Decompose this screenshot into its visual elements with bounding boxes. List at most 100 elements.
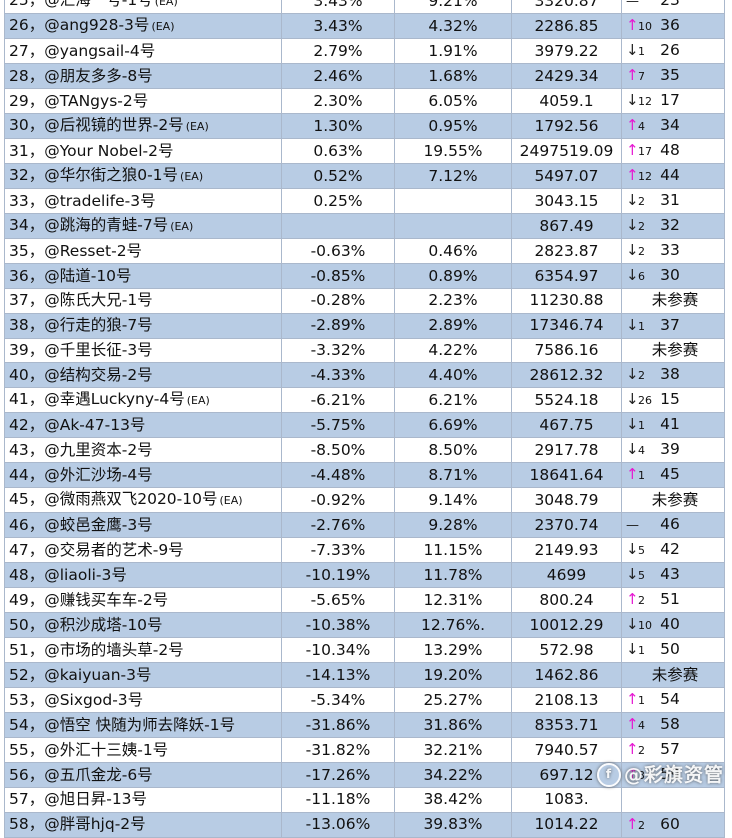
table-row: 35，@Resset-2号 -0.63% 0.46% 2823.87 ↓2 33 <box>4 238 725 264</box>
table-row: 45，@微雨燕双飞2020-10号 (EA) -0.92% 9.14% 3048.79 未… <box>4 487 725 514</box>
value-cell: 1083. <box>511 787 622 813</box>
rank-change-amount: 10 <box>638 619 652 633</box>
arrow-up-icon: ↑ <box>626 116 639 134</box>
previous-rank: 43 <box>660 565 680 584</box>
participant-cell: 25，@汇海一号-1号 (EA) <box>4 0 282 14</box>
previous-rank: 31 <box>660 191 680 209</box>
return-cell: 0.52% <box>281 163 395 189</box>
arrow-down-icon: ↓ <box>626 540 639 559</box>
rank-change-cell: ↓1 37 <box>621 312 725 339</box>
participant-cell: 44，@外汇沙场-4号 <box>4 462 282 489</box>
ranking-table-body: 25，@汇海一号-1号 (EA) 3.43% 9.21% 3320.87—23 26，@a… <box>4 0 725 838</box>
rank-change-cell: ↓2 38 <box>621 362 725 389</box>
participant-name: 32，@华尔街之狼0-1号 <box>9 166 179 184</box>
table-row: 41，@幸遇Luckyny-4号 (EA) -6.21% 6.21% 5524.18 ↓2… <box>4 387 725 414</box>
participant-name: 35，@Resset-2号 <box>9 241 143 260</box>
participant-cell: 34，@跳海的青蛙-7号 (EA) <box>4 213 282 239</box>
value-cell: 867.49 <box>511 213 622 239</box>
previous-rank: 34 <box>660 116 680 134</box>
participant-cell: 28，@朋友多多-8号 <box>4 63 282 89</box>
participant-name: 28，@朋友多多-8号 <box>9 66 153 85</box>
table-row: 49，@赚钱买车车-2号 -5.65% 12.31% 800.24 ↑2 51 <box>4 587 725 614</box>
participant-name: 58，@胖哥hjq-2号 <box>9 815 146 834</box>
drawdown-cell: 9.21% <box>394 0 512 14</box>
participant-cell: 48，@liaoli-3号 <box>4 562 282 589</box>
return-cell: -5.65% <box>281 587 395 614</box>
rank-change-cell: — 46 <box>621 512 725 539</box>
participant-cell: 57，@旭日昇-13号 <box>4 787 282 813</box>
drawdown-cell: 38.42% <box>394 787 512 813</box>
ea-tag: (EA) <box>186 394 210 408</box>
previous-rank: 48 <box>660 141 680 159</box>
return-cell: 0.25% <box>281 188 395 214</box>
table-row: 43，@九里资本-2号 -8.50% 8.50% 2917.78 ↓4 39 <box>4 437 725 464</box>
value-cell: 4699 <box>511 562 622 589</box>
table-row: 50，@积沙成塔-10号 -10.38% 12.76%. 10012.29 ↓10 40 <box>4 612 725 639</box>
value-cell: 7586.16 <box>511 337 622 364</box>
value-cell: 3320.87 <box>511 0 622 14</box>
arrow-down-icon: ↓ <box>626 565 639 584</box>
rank-change-amount: 2 <box>638 369 645 383</box>
table-row: 54，@悟空 快随为师去降妖-1号 -31.86% 31.86% 8353.71 ↑4 5… <box>4 712 725 739</box>
return-cell: -0.63% <box>281 238 395 264</box>
return-cell: -31.86% <box>281 712 395 739</box>
participant-cell: 30，@后视镜的世界-2号 (EA) <box>4 113 282 139</box>
table-row: 53，@Sixgod-3号 -5.34% 25.27% 2108.13 ↑1 54 <box>4 687 725 714</box>
previous-rank: 30 <box>660 266 680 284</box>
arrow-up-icon: ↑ <box>626 66 639 84</box>
previous-rank: 59 <box>660 765 680 784</box>
return-cell: 2.30% <box>281 88 395 114</box>
rank-change-cell: — 23 <box>621 0 725 14</box>
participant-cell: 47，@交易者的艺术-9号 <box>4 537 282 564</box>
participant-name: 55，@外汇十三姨-1号 <box>9 740 169 759</box>
previous-rank: 46 <box>660 515 680 534</box>
not-participated-label: 未参赛 <box>651 490 699 509</box>
watermark-text: @彩旗资管 <box>623 763 724 786</box>
rank-change-amount: 3 <box>638 769 645 783</box>
participant-name: 39，@千里长征-3号 <box>9 341 153 360</box>
rank-change-cell: ↑10 36 <box>621 13 725 39</box>
value-cell: 5497.07 <box>511 163 622 189</box>
participant-name: 48，@liaoli-3号 <box>9 565 127 584</box>
participant-cell: 56，@五爪金龙-6号 <box>4 762 282 789</box>
participant-name: 27，@yangsail-4号 <box>9 41 156 60</box>
rank-change-cell: ↑17 48 <box>621 138 725 164</box>
participant-name: 53，@Sixgod-3号 <box>9 690 144 709</box>
value-cell: 2149.93 <box>511 537 622 564</box>
ea-tag: (EA) <box>170 220 194 233</box>
arrow-up-icon: ↑ <box>626 465 639 484</box>
rank-change-amount: 2 <box>638 594 645 608</box>
rank-change-amount: 10 <box>638 20 652 33</box>
value-cell: 2429.34 <box>511 63 622 89</box>
rank-change-cell: ↓1 26 <box>621 38 725 64</box>
value-cell: 17346.74 <box>511 312 622 339</box>
participant-cell: 45，@微雨燕双飞2020-10号 (EA) <box>4 487 282 514</box>
value-cell: 572.98 <box>511 637 622 664</box>
arrow-down-icon: ↓ <box>626 365 639 384</box>
rank-change-cell: ↑4 34 <box>621 113 725 139</box>
ea-tag: (EA) <box>185 120 209 133</box>
rank-change-cell <box>621 787 725 813</box>
previous-rank: 50 <box>660 640 680 659</box>
rank-change-amount: 2 <box>638 245 645 258</box>
rank-change-cell: ↓5 43 <box>621 562 725 589</box>
participant-name: 31，@Your Nobel-2号 <box>9 141 174 160</box>
rank-change-cell: 未参赛 <box>621 288 725 314</box>
participant-name: 52，@kaiyuan-3号 <box>9 665 152 684</box>
participant-name: 29，@TANgys-2号 <box>9 91 149 110</box>
table-row: 39，@千里长征-3号 -3.32% 4.22% 7586.16 未参赛 <box>4 337 725 364</box>
rank-change-cell: ↓4 39 <box>621 437 725 464</box>
rank-change-amount: 12 <box>638 95 652 108</box>
participant-name: 30，@后视镜的世界-2号 <box>9 116 184 134</box>
participant-cell: 46，@蛟邑金鹰-3号 <box>4 512 282 539</box>
participant-cell: 53，@Sixgod-3号 <box>4 687 282 714</box>
return-cell: 0.63% <box>281 138 395 164</box>
table-row: 46，@蛟邑金鹰-3号 -2.76% 9.28% 2370.74— 46 <box>4 512 725 539</box>
rank-change-amount: 1 <box>638 45 645 58</box>
not-participated-label: 未参赛 <box>651 665 699 684</box>
drawdown-cell: 8.71% <box>394 462 512 489</box>
drawdown-cell: 39.83% <box>394 811 512 838</box>
participant-cell: 49，@赚钱买车车-2号 <box>4 587 282 614</box>
participant-cell: 42，@Ak-47-13号 <box>4 412 282 439</box>
rank-change-amount: 2 <box>638 744 645 758</box>
